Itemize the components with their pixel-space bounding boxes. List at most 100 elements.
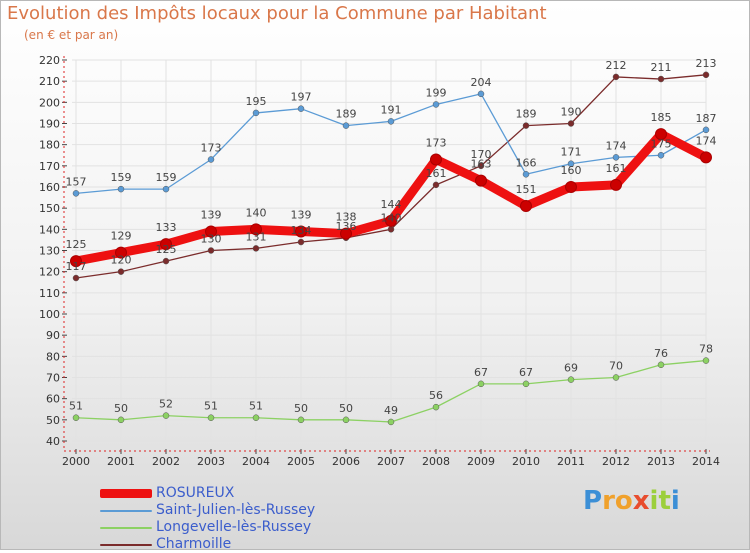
x-tick-label: 2000 (62, 455, 90, 468)
x-tick-label: 2003 (197, 455, 225, 468)
data-label: 139 (291, 208, 312, 221)
data-label: 174 (696, 134, 717, 147)
data-point (342, 122, 350, 129)
y-tick-label: 80 (46, 350, 60, 363)
data-label: 171 (561, 146, 582, 159)
legend-label: Charmoille (156, 536, 232, 552)
data-point (162, 412, 170, 419)
data-label: 133 (156, 221, 177, 234)
data-label: 191 (381, 103, 402, 116)
data-point (430, 153, 442, 166)
y-tick-label: 110 (39, 287, 60, 300)
proxiti-logo: Proxiti (583, 486, 680, 516)
data-label: 125 (156, 243, 177, 256)
data-label: 151 (516, 183, 537, 196)
data-point (115, 246, 127, 259)
data-label: 139 (201, 208, 222, 221)
logo-letter: P (583, 486, 603, 516)
y-tick-label: 40 (46, 435, 60, 448)
data-label: 78 (699, 343, 713, 356)
data-point (702, 126, 710, 134)
data-point (252, 109, 260, 117)
data-label: 160 (561, 164, 582, 177)
x-tick-label: 2009 (467, 455, 495, 468)
data-label: 76 (654, 347, 668, 360)
data-point (612, 374, 620, 381)
data-label: 49 (384, 404, 398, 417)
data-point (432, 181, 440, 189)
logo-letter: r (602, 486, 615, 516)
data-label: 69 (564, 362, 578, 375)
data-point (387, 118, 395, 125)
data-label: 51 (69, 400, 83, 413)
y-tick-label: 210 (39, 75, 60, 88)
data-label: 157 (66, 175, 87, 188)
data-label: 51 (204, 400, 218, 413)
data-label: 131 (246, 230, 267, 243)
data-point (700, 151, 712, 164)
data-label: 195 (246, 95, 267, 108)
data-label: 144 (381, 198, 402, 211)
data-point (387, 418, 395, 426)
legend-label: Longevelle-lès-Russey (156, 519, 312, 535)
data-point (117, 416, 125, 424)
data-label: 199 (426, 86, 447, 99)
data-label: 204 (471, 76, 492, 89)
data-label: 163 (471, 158, 492, 171)
data-label: 173 (201, 141, 222, 154)
data-point (565, 181, 577, 193)
y-tick-label: 170 (39, 160, 60, 173)
logo-letter: i (670, 486, 680, 516)
data-point (522, 380, 530, 388)
chart-axes: 40 50 60 70 80 90 100 110 120 130 140 150 160 170 180 1… (39, 54, 720, 468)
legend-swatch (100, 510, 152, 512)
data-point (340, 227, 352, 240)
data-point (477, 162, 485, 170)
x-tick-label: 2010 (512, 455, 540, 468)
data-label: 173 (426, 136, 447, 149)
data-point (522, 122, 530, 129)
y-tick-label: 180 (39, 139, 60, 152)
data-point (250, 223, 262, 236)
data-label: 129 (111, 230, 132, 243)
data-point (657, 152, 665, 159)
y-tick-label: 50 (46, 414, 60, 427)
x-tick-label: 2005 (287, 455, 315, 468)
logo-letter: t (658, 486, 671, 516)
data-label: 161 (606, 162, 627, 175)
data-label: 187 (696, 112, 717, 125)
data-label: 130 (201, 233, 222, 246)
data-point (207, 414, 215, 421)
data-label: 50 (294, 402, 308, 415)
chart-title: Evolution des Impôts locaux pour la Comm… (7, 3, 547, 24)
data-point (117, 268, 125, 275)
y-tick-label: 160 (39, 181, 60, 194)
legend-swatch (100, 544, 152, 546)
data-point (72, 414, 80, 421)
x-tick-label: 2007 (377, 455, 405, 468)
data-point (432, 403, 440, 411)
data-point (297, 105, 305, 112)
data-label: 67 (519, 366, 533, 379)
data-point (342, 416, 350, 424)
data-label: 56 (429, 389, 443, 402)
data-label: 140 (381, 211, 402, 224)
data-point (252, 414, 260, 421)
y-tick-label: 150 (39, 202, 60, 215)
data-label: 174 (606, 139, 627, 152)
data-label: 136 (336, 220, 357, 233)
data-point (162, 185, 170, 193)
data-label: 170 (471, 148, 492, 161)
data-point (207, 247, 215, 254)
data-label: 120 (111, 254, 132, 267)
data-point (657, 361, 665, 369)
data-point (70, 255, 82, 268)
y-tick-label: 140 (39, 223, 60, 236)
x-tick-label: 2013 (647, 455, 675, 468)
data-label: 52 (159, 398, 173, 411)
data-point (655, 128, 667, 141)
data-label: 159 (111, 171, 132, 184)
chart-series (70, 71, 712, 426)
